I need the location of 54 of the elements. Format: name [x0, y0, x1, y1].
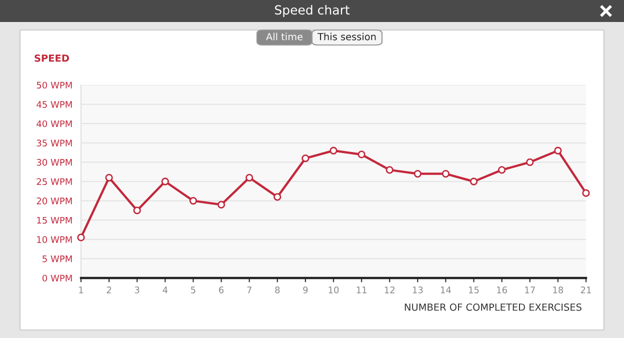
text: This session [318, 32, 376, 40]
point [358, 150, 366, 158]
x-tick-label: 10 [328, 286, 339, 294]
point [330, 146, 338, 154]
y-tick-label: 50 WPM [36, 82, 72, 89]
point [161, 178, 169, 186]
point [442, 170, 450, 178]
y-axis-title: SPEED [34, 54, 69, 62]
x-tick-label: 12 [384, 286, 394, 294]
y-tick-label: 0 WPM [42, 274, 72, 282]
x-tick-label: 14 [440, 286, 451, 294]
point [414, 170, 422, 178]
point [133, 206, 141, 214]
point [386, 166, 394, 174]
y-tick-label: 15 WPM [37, 216, 72, 224]
x-axis-title: NUMBER OF COMPLETED EXERCISES [404, 303, 582, 311]
point [105, 174, 113, 182]
y-tick-label: 25 WPM [36, 178, 72, 186]
x-tick-label: 18 [553, 286, 564, 294]
x-tick-label: 7 [247, 286, 252, 294]
y-tick-label: 45 WPM [36, 101, 72, 108]
text: All time [266, 32, 303, 40]
x-tick-label: 9 [303, 286, 308, 294]
point [217, 200, 226, 208]
point [189, 196, 198, 205]
point [274, 193, 282, 201]
point [302, 154, 310, 162]
point [554, 146, 562, 154]
y-tick-label: 35 WPM [36, 140, 72, 146]
y-tick-label: 5 WPM [42, 256, 72, 262]
x-tick-label: 21 [580, 286, 591, 294]
x-tick-label: 2 [106, 286, 112, 294]
x-tick-label: 8 [275, 286, 280, 294]
y-tick-label: 20 WPM [36, 198, 72, 204]
point [77, 234, 85, 242]
x-tick-label: 1 [79, 286, 84, 294]
x-tick-label: 13 [412, 286, 423, 294]
y-tick-label: 30 WPM [36, 158, 72, 166]
point [582, 189, 590, 197]
point [526, 158, 534, 166]
point [246, 174, 254, 182]
x-tick-label: 5 [191, 286, 196, 294]
x-tick-label: 15 [469, 286, 479, 294]
y-tick-label: 40 WPM [36, 120, 72, 128]
x-tick-label: 17 [525, 286, 535, 294]
chart-title: Speed chart [274, 4, 350, 18]
x-tick-label: 11 [356, 286, 366, 294]
y-tick-label: 10 WPM [37, 236, 72, 243]
point [498, 166, 506, 174]
x-tick-label: 3 [134, 286, 140, 294]
x-tick-label: 6 [219, 286, 224, 294]
point [470, 178, 478, 186]
x-tick-label: 16 [497, 286, 508, 294]
x-tick-label: 4 [162, 286, 168, 294]
